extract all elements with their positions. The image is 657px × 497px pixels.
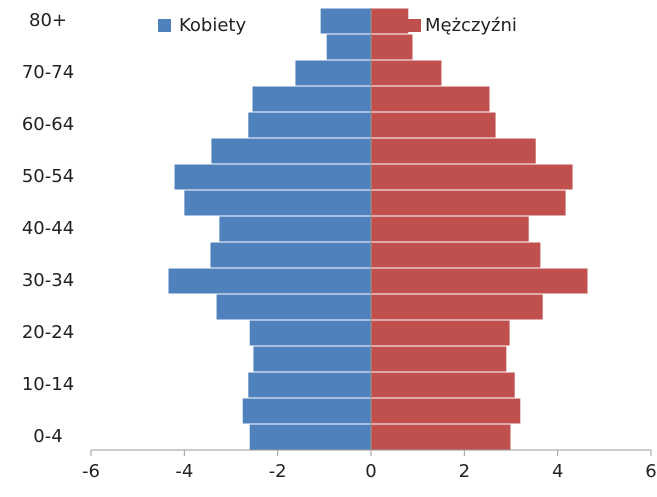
- bar: [370, 189, 567, 217]
- bar: [370, 163, 574, 191]
- y-tick-label: 40-44: [22, 218, 74, 239]
- x-tick-label: -4: [175, 461, 193, 482]
- legend-swatch: [408, 19, 421, 32]
- bar: [370, 397, 522, 425]
- bar: [252, 345, 372, 373]
- bar: [248, 423, 372, 451]
- legend-label: Mężczyźni: [425, 15, 517, 36]
- x-tick-label: 4: [552, 461, 563, 482]
- bar: [167, 267, 372, 295]
- x-tick-label: 0: [365, 461, 376, 482]
- x-tick-label: -2: [269, 461, 287, 482]
- bar: [210, 137, 372, 165]
- bar: [173, 163, 372, 191]
- legend-label: Kobiety: [179, 15, 246, 36]
- bar: [370, 85, 491, 113]
- bar: [370, 371, 516, 399]
- bar: [319, 7, 372, 35]
- y-tick-label: 60-64: [22, 114, 74, 135]
- y-tick-label: 50-54: [22, 166, 74, 187]
- x-tick-label: 6: [645, 461, 656, 482]
- y-tick-label: 0-4: [33, 426, 62, 447]
- y-tick-label: 80+: [29, 10, 67, 31]
- bar: [183, 189, 372, 217]
- bar: [370, 59, 443, 87]
- y-tick-label: 30-34: [22, 270, 74, 291]
- bar: [370, 241, 542, 269]
- bar: [370, 267, 589, 295]
- y-tick-label: 70-74: [22, 62, 74, 83]
- bar: [370, 111, 497, 139]
- bar: [241, 397, 372, 425]
- bar: [370, 345, 508, 373]
- bar: [209, 241, 372, 269]
- bar: [215, 293, 372, 321]
- bar: [325, 33, 372, 61]
- bar: [370, 7, 410, 35]
- bar: [370, 293, 544, 321]
- bar: [247, 111, 372, 139]
- bar: [294, 59, 372, 87]
- bar: [370, 137, 537, 165]
- bar: [251, 85, 372, 113]
- x-tick-label: 2: [459, 461, 470, 482]
- x-tick-label: -6: [82, 461, 100, 482]
- bar: [248, 319, 372, 347]
- bar: [370, 33, 414, 61]
- bar: [370, 319, 511, 347]
- y-tick-label: 20-24: [22, 322, 74, 343]
- bar: [370, 423, 512, 451]
- bar: [218, 215, 372, 243]
- bar: [247, 371, 372, 399]
- y-tick-label: 10-14: [22, 374, 74, 395]
- legend-swatch: [158, 19, 171, 32]
- bar: [370, 215, 530, 243]
